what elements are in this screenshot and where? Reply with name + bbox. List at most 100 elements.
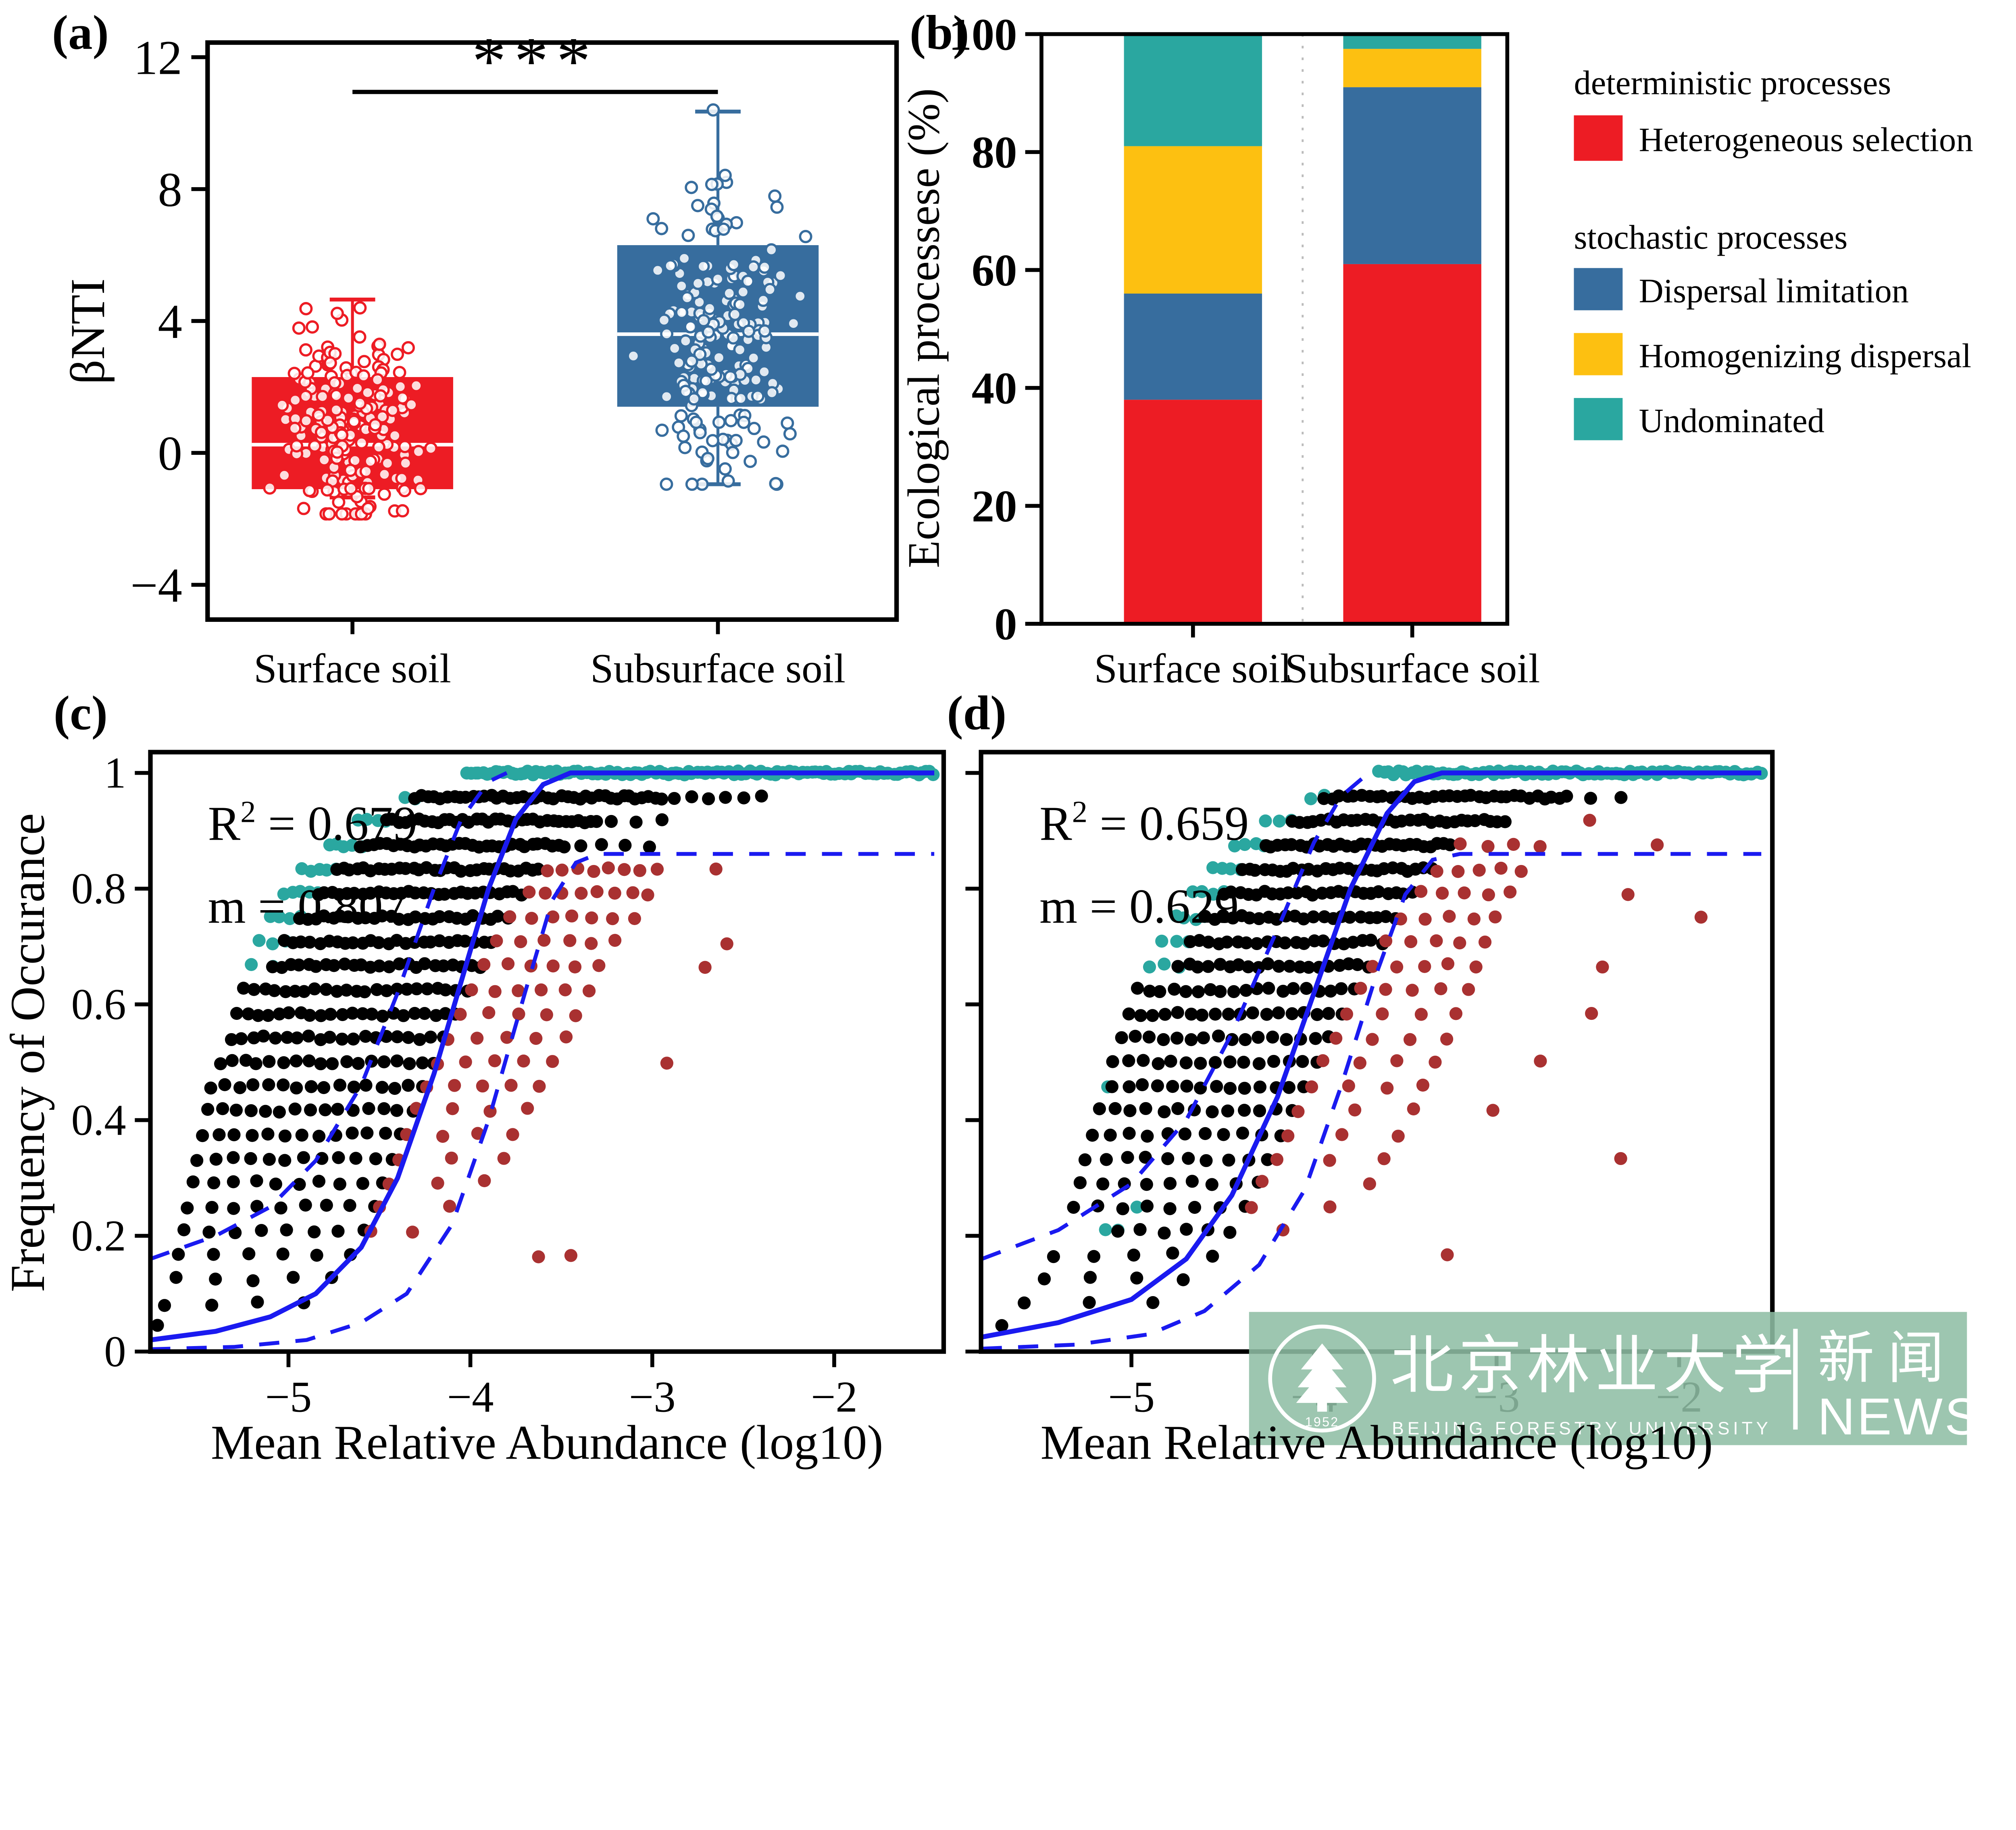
jitter-point [723,286,736,300]
jitter-point [769,477,783,490]
scatter-point-t [294,885,307,898]
scatter-point-k [1208,1007,1222,1021]
scatter-point-r [1694,911,1708,924]
scatter-point-k [1208,1056,1222,1069]
scatter-point-k [1198,1127,1212,1140]
scatter-point-k [202,1226,216,1239]
jitter-point [353,301,367,315]
jitter-point [697,314,710,327]
jitter-point [297,502,310,515]
scatter-point-k [343,1199,356,1212]
watermark-news-chinese: 新闻 [1818,1326,1957,1390]
scatter-point-r [546,959,560,973]
scatter-point-k [1252,1031,1265,1044]
scatter-point-r [525,912,538,925]
scatter-point-r [709,862,723,876]
jitter-point [727,258,741,271]
scatter-point-r [535,983,548,996]
jitter-point [736,285,750,299]
jitter-point [344,463,357,477]
jitter-point [398,484,412,498]
panel-b-y-tick-label: 80 [972,127,1017,178]
scatter-point-k [279,985,292,998]
scatter-point-k [314,1009,328,1022]
scatter-point-k [308,1225,321,1239]
scatter-point-k [1185,1033,1198,1046]
scatter-point-k [1322,1007,1335,1020]
panel-b-category-subsurface: Subsurface soil [1285,646,1540,692]
scatter-point-r [1390,1054,1404,1067]
bar-segment-undominated [1124,34,1262,146]
scatter-point-r [1435,886,1449,900]
jitter-point [374,389,387,403]
scatter-point-k [383,960,396,973]
jitter-point [301,366,314,380]
scatter-point-k [1018,1296,1031,1310]
panel-b-y-tick-label: 60 [972,245,1017,296]
scatter-point-t [1224,862,1237,875]
jitter-point [342,391,355,405]
scatter-point-r [477,958,491,971]
scatter-point-k [244,1104,258,1117]
neutral-model-curve [150,770,935,1342]
scatter-point-k [390,982,404,996]
scatter-point-r [1533,840,1547,853]
scatter-point-r [1596,960,1609,974]
jitter-point [718,462,732,476]
jitter-point [674,409,688,423]
scatter-point-k [416,1056,429,1069]
scatter-point-k [1123,1080,1136,1094]
watermark-news-english: NEWS [1818,1388,1981,1446]
confidence-upper-dashed [981,771,1370,1261]
scatter-point-r [1363,1177,1376,1190]
scatter-point-r [1270,1153,1284,1166]
scatter-point-k [1179,1056,1193,1069]
scatter-point-k [1122,1054,1135,1067]
scatter-point-r [1494,861,1508,875]
scatter-point-r [590,885,604,898]
scatter-point-k [433,910,446,923]
scatter-point-k [288,1103,302,1116]
jitter-point [763,283,777,296]
jitter-point [323,356,337,370]
scatter-point-k [303,936,317,949]
scatter-point-r [569,1009,582,1022]
scatter-point-k [1222,1007,1235,1021]
scatter-point-r [1478,936,1492,949]
scatter-point-k [233,1081,247,1094]
jitter-point [733,298,747,311]
scatter-point-r [1583,814,1596,827]
x-tick-label: −5 [265,1373,312,1421]
panel-a-y-tick-label: 0 [158,427,182,481]
scatter-point-k [1188,1201,1202,1214]
jitter-point [299,302,313,315]
jitter-point [747,422,761,436]
scatter-point-r [608,886,621,900]
scatter-point-k [190,1154,204,1167]
jitter-point [684,320,698,333]
scatter-point-r [1342,1079,1355,1092]
jitter-point [321,483,334,497]
scatter-point-k [1300,982,1313,995]
scatter-point-k [356,1007,369,1020]
scatter-point-k [1096,1177,1110,1191]
scatter-point-r [454,1008,467,1021]
scatter-point-k [338,957,351,971]
panel-c-x-axis-title: Mean Relative Abundance (log10) [211,1415,883,1469]
bar-segment-heterogeneous-selection [1124,400,1262,624]
scatter-point-k [196,1129,209,1142]
jitter-point [699,374,713,388]
jitter-point [744,454,757,468]
jitter-point [751,389,764,403]
jitter-point [375,410,389,423]
jitter-point [263,481,277,495]
scatter-point-k [375,1081,389,1094]
scatter-point-t [1155,934,1168,948]
scatter-point-r [1585,1007,1598,1020]
scatter-point-r [443,1200,456,1213]
scatter-point-t [1228,839,1241,852]
scatter-point-r [558,983,572,996]
scatter-point-r [1430,934,1443,948]
scatter-point-k [1171,1006,1184,1019]
scatter-point-k [242,1247,256,1261]
